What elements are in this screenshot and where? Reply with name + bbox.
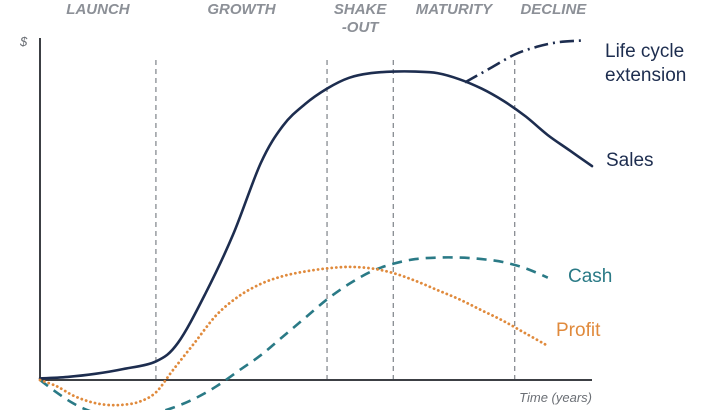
series-labels: Sales Life cycle extension Cash Profit — [556, 41, 686, 341]
series-line-life-cycle-extension — [464, 39, 582, 84]
stage-labels: LAUNCH GROWTH SHAKE -OUT MATURITY DECLINE — [66, 1, 587, 36]
series-lines — [38, 39, 594, 410]
series-line-sales — [38, 70, 594, 380]
stage-label-line: -OUT — [342, 19, 380, 36]
series-line-cash — [39, 256, 549, 410]
stage-label: MATURITY — [416, 1, 494, 18]
stage-label: GROWTH — [207, 1, 276, 18]
series-label: Life cycle extension — [605, 41, 686, 86]
series-label-line: extension — [605, 65, 686, 86]
series-label-line: Life cycle — [605, 41, 684, 62]
stage-label: LAUNCH — [66, 1, 130, 18]
stage-label-line: SHAKE — [334, 1, 388, 18]
series-label: Sales — [606, 150, 654, 171]
stage-label: SHAKE -OUT — [334, 1, 388, 36]
x-axis-label: Time (years) — [519, 390, 592, 405]
axes: $ Time (years) — [19, 34, 592, 405]
series-line-profit — [38, 265, 550, 407]
stage-label: DECLINE — [520, 1, 587, 18]
series-label: Profit — [556, 320, 601, 341]
stage-boundaries — [155, 60, 516, 380]
y-axis-label: $ — [19, 34, 28, 49]
series-label: Cash — [568, 266, 612, 287]
